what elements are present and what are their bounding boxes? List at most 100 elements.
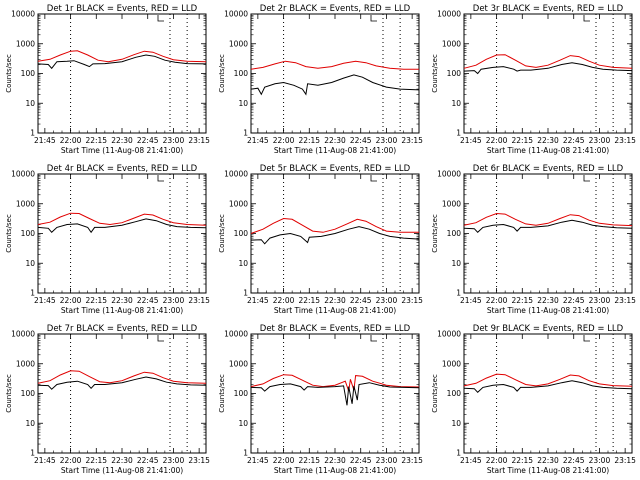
x-axis-label: Start Time (11-Aug-08 21:41:00): [274, 466, 396, 475]
x-tick-label: 22:15: [85, 136, 107, 145]
x-tick-label: 22:15: [511, 136, 533, 145]
y-tick-label: 1000: [442, 359, 461, 368]
y-tick-label: 1: [456, 129, 461, 138]
y-tick-label: 100: [234, 69, 249, 78]
x-tick-label: 23:15: [188, 136, 210, 145]
x-tick-label: 23:00: [163, 136, 185, 145]
panel-title: Det 9r BLACK = Events, RED = LLD: [473, 324, 624, 334]
y-tick-label: 10000: [437, 170, 461, 179]
y-tick-label: 1000: [16, 39, 35, 48]
x-tick-label: 23:00: [376, 136, 398, 145]
x-tick-label: 22:00: [60, 136, 82, 145]
x-tick-label: 22:30: [537, 136, 559, 145]
x-tick-label: 22:45: [350, 456, 372, 465]
x-tick-label: 22:00: [486, 296, 508, 305]
x-tick-label: 22:00: [486, 456, 508, 465]
panel-title: Det 1r BLACK = Events, RED = LLD: [47, 4, 198, 14]
plot-frame: [37, 13, 207, 134]
x-tick-label: 22:00: [486, 136, 508, 145]
y-tick-label: 1: [30, 449, 35, 458]
x-tick-label: 22:00: [273, 456, 295, 465]
y-axis-label: Counts/sec: [431, 54, 439, 93]
x-tick-label: 22:45: [137, 136, 159, 145]
x-tick-label: 21:45: [460, 296, 482, 305]
x-tick-label: 23:15: [401, 456, 423, 465]
plot-frame: [250, 333, 420, 454]
y-axis-label: Counts/sec: [5, 214, 13, 253]
y-tick-label: 10: [25, 419, 35, 428]
panel-6: Det 6r BLACK = Events, RED = LLD 1 10 100 10…: [431, 164, 636, 315]
x-tick-label: 23:00: [376, 456, 398, 465]
x-tick-label: 22:30: [111, 296, 133, 305]
interval-marker: [157, 335, 164, 342]
x-tick-label: 22:15: [298, 456, 320, 465]
x-tick-label: 22:15: [85, 456, 107, 465]
panel-3: Det 3r BLACK = Events, RED = LLD 1 10 100 10…: [431, 4, 636, 155]
panel-title: Det 6r BLACK = Events, RED = LLD: [473, 164, 624, 174]
lld-series-line: [250, 217, 419, 234]
y-tick-label: 100: [447, 229, 462, 238]
x-tick-label: 21:45: [247, 296, 269, 305]
x-tick-label: 23:00: [376, 296, 398, 305]
y-tick-label: 1000: [229, 359, 248, 368]
interval-marker: [370, 335, 377, 342]
y-tick-label: 1000: [229, 39, 248, 48]
y-tick-label: 1: [243, 289, 248, 298]
x-tick-label: 22:45: [563, 456, 585, 465]
y-tick-label: 100: [21, 229, 36, 238]
y-tick-label: 1: [243, 129, 248, 138]
x-tick-label: 22:30: [111, 136, 133, 145]
y-tick-label: 1000: [16, 199, 35, 208]
x-axis-label: Start Time (11-Aug-08 21:41:00): [61, 306, 183, 315]
y-tick-label: 10: [238, 99, 248, 108]
y-tick-label: 1000: [229, 199, 248, 208]
x-tick-label: 23:15: [188, 456, 210, 465]
y-tick-label: 10000: [11, 170, 35, 179]
lld-series-line: [250, 60, 419, 70]
panel-4: Det 4r BLACK = Events, RED = LLD 1 10 100 10…: [5, 164, 210, 315]
y-tick-label: 10000: [224, 10, 248, 19]
panel-5: Det 5r BLACK = Events, RED = LLD 1 10 100 10…: [218, 164, 423, 315]
x-tick-label: 22:45: [563, 296, 585, 305]
plot-frame: [463, 13, 633, 134]
x-axis-label: Start Time (11-Aug-08 21:41:00): [61, 466, 183, 475]
y-tick-label: 1: [456, 449, 461, 458]
interval-marker: [583, 175, 590, 182]
y-tick-label: 10000: [11, 10, 35, 19]
interval-marker: [583, 335, 590, 342]
y-tick-label: 1: [30, 289, 35, 298]
x-tick-label: 22:15: [298, 296, 320, 305]
x-tick-label: 22:30: [324, 296, 346, 305]
y-tick-label: 100: [447, 69, 462, 78]
y-axis-label: Counts/sec: [218, 54, 226, 93]
lld-series-line: [463, 54, 633, 69]
lld-series-line: [37, 50, 207, 63]
y-tick-label: 10000: [437, 10, 461, 19]
x-axis-label: Start Time (11-Aug-08 21:41:00): [487, 466, 609, 475]
x-tick-label: 23:15: [614, 456, 636, 465]
x-tick-label: 23:15: [614, 296, 636, 305]
x-tick-label: 21:45: [460, 456, 482, 465]
x-axis-label: Start Time (11-Aug-08 21:41:00): [274, 306, 396, 315]
interval-marker: [370, 175, 377, 182]
x-tick-label: 22:15: [511, 456, 533, 465]
lld-series-line: [37, 370, 207, 384]
y-tick-label: 10000: [224, 330, 248, 339]
y-tick-label: 1000: [442, 39, 461, 48]
y-tick-label: 1000: [16, 359, 35, 368]
x-tick-label: 22:45: [137, 296, 159, 305]
y-axis-label: Counts/sec: [218, 214, 226, 253]
x-tick-label: 22:30: [324, 456, 346, 465]
x-tick-label: 23:15: [614, 136, 636, 145]
lld-series-line: [250, 374, 420, 392]
events-series-line: [463, 219, 633, 234]
x-tick-label: 23:15: [188, 296, 210, 305]
interval-marker: [583, 15, 590, 22]
panel-2: Det 2r BLACK = Events, RED = LLD 1 10 100 10…: [218, 4, 423, 155]
interval-marker: [370, 15, 377, 22]
y-tick-label: 100: [447, 389, 462, 398]
x-tick-label: 22:30: [324, 136, 346, 145]
y-tick-label: 10: [25, 99, 35, 108]
x-tick-label: 23:15: [401, 296, 423, 305]
